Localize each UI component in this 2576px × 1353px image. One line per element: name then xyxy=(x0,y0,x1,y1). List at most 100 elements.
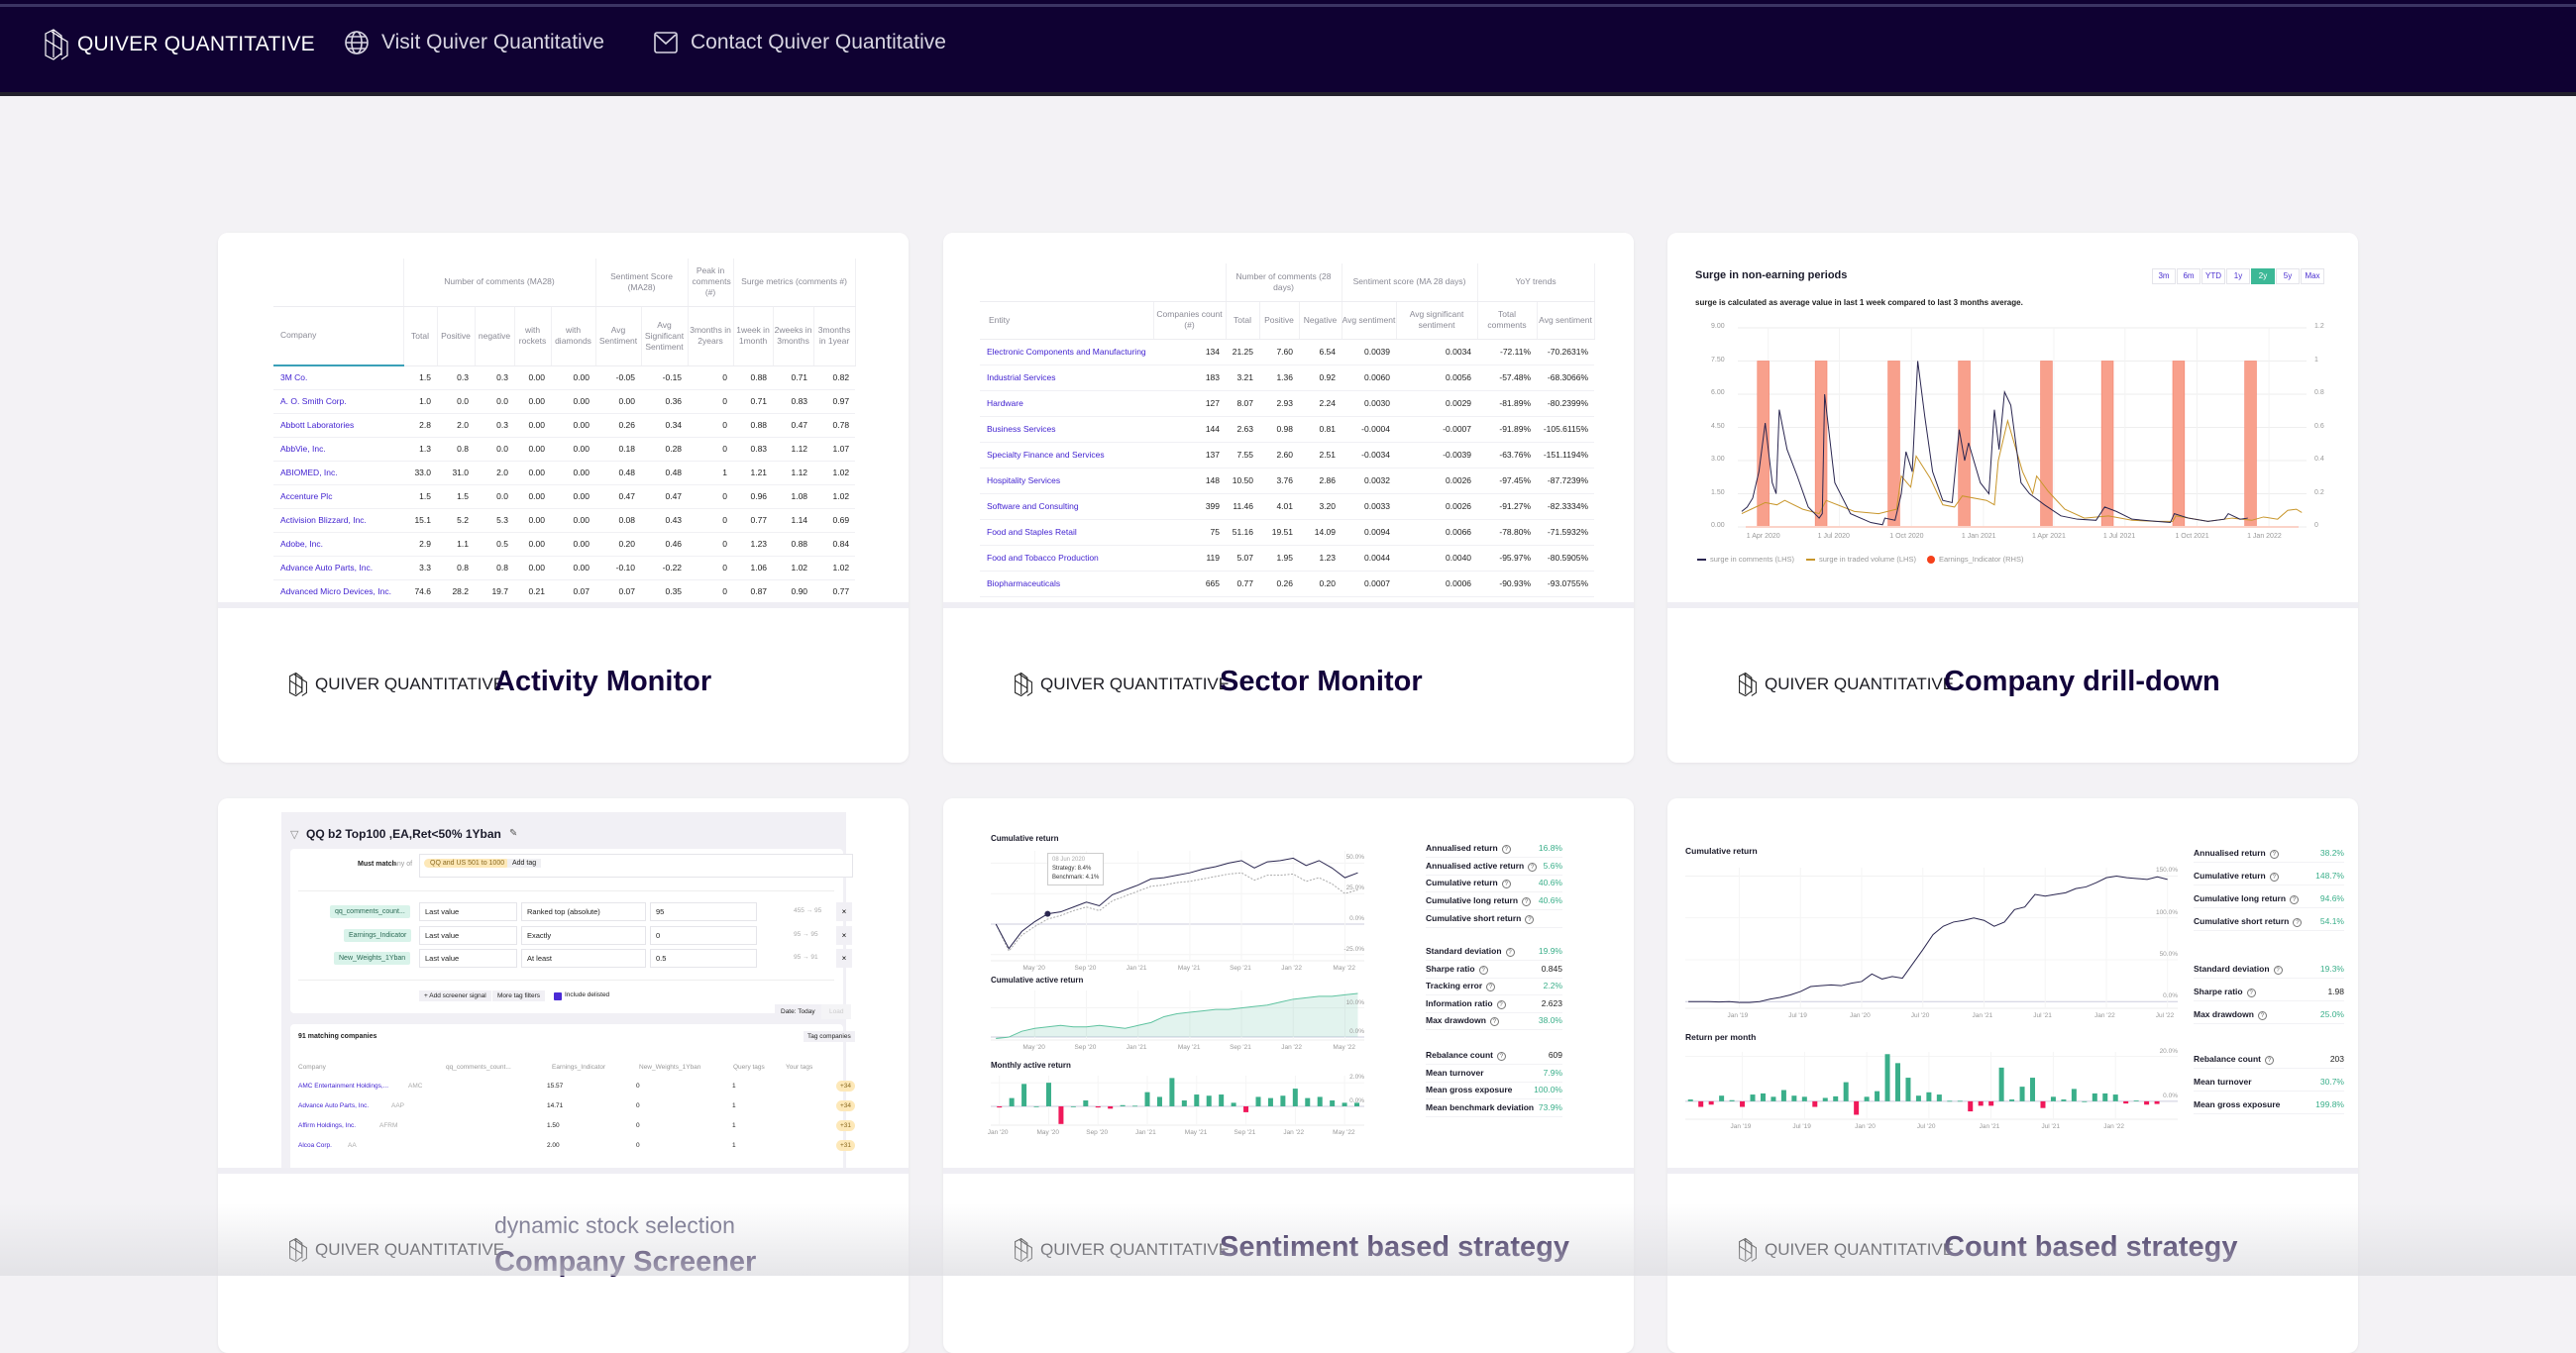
sector-link[interactable]: Hardware xyxy=(980,390,1153,417)
legend-item[interactable]: surge in comments (LHS) xyxy=(1697,555,1794,564)
sector-link[interactable]: Specialty Finance and Services xyxy=(980,442,1153,468)
card-title[interactable]: Company drill-down xyxy=(1944,666,2220,697)
company-link[interactable]: ABIOMED, Inc. xyxy=(273,461,403,485)
column-header[interactable]: Avg Sentiment xyxy=(595,306,642,366)
sector-link[interactable]: Business Services xyxy=(980,416,1153,443)
help-icon[interactable]: ? xyxy=(1489,1017,1499,1026)
help-icon[interactable]: ? xyxy=(2257,1011,2267,1020)
add-screener-signal-button[interactable]: + Add screener signal xyxy=(419,990,491,1001)
company-link[interactable]: Advance Auto Parts, Inc. xyxy=(273,556,403,580)
column-header[interactable]: Avg Significant Sentiment xyxy=(641,306,689,366)
column-header[interactable]: Company xyxy=(298,1064,326,1071)
company-link[interactable]: Adobe, Inc. xyxy=(273,532,403,557)
sector-link[interactable]: Consumer Vehicles and Parts xyxy=(980,596,1153,602)
range-button-max[interactable]: Max xyxy=(2301,268,2324,284)
card-title[interactable]: Sector Monitor xyxy=(1220,666,1423,697)
remove-signal-button[interactable]: × xyxy=(836,902,852,921)
help-icon[interactable]: ? xyxy=(1501,880,1511,888)
column-header[interactable]: Negative xyxy=(1299,301,1342,340)
range-button-2y[interactable]: 2y xyxy=(2251,268,2275,284)
company-link[interactable]: Accenture Plc xyxy=(273,484,403,509)
operator-select[interactable]: At least xyxy=(521,949,646,968)
column-header[interactable]: Avg significant sentiment xyxy=(1396,301,1478,340)
your-tags-badge[interactable]: +31 xyxy=(836,1120,856,1131)
help-icon[interactable]: ? xyxy=(2293,918,2303,927)
company-link[interactable]: Advanced Micro Devices, Inc. xyxy=(273,579,403,602)
column-header[interactable]: New_Weights_1Yban xyxy=(639,1064,701,1071)
company-link[interactable]: A. O. Smith Corp. xyxy=(273,389,403,414)
column-header[interactable]: with rockets xyxy=(514,306,552,366)
column-header[interactable]: Positive xyxy=(1259,301,1300,340)
your-tags-badge[interactable]: +34 xyxy=(836,1081,856,1092)
remove-signal-button[interactable]: × xyxy=(836,925,852,945)
column-header[interactable]: Entity xyxy=(980,301,1154,340)
range-button-1y[interactable]: 1y xyxy=(2226,268,2250,284)
edit-icon[interactable]: ✎ xyxy=(509,828,518,839)
range-button-6m[interactable]: 6m xyxy=(2177,268,2200,284)
legend-item[interactable]: surge in traded volume (LHS) xyxy=(1806,555,1916,564)
sector-link[interactable]: Industrial Services xyxy=(980,364,1153,391)
column-header[interactable]: 2weeks in 3months xyxy=(773,306,814,366)
include-delisted-checkbox[interactable] xyxy=(554,992,562,1000)
column-header[interactable]: Total xyxy=(403,306,438,366)
range-button-3m[interactable]: 3m xyxy=(2152,268,2176,284)
column-header[interactable]: Total comments xyxy=(1477,301,1538,340)
contact-quiver-link[interactable]: Contact Quiver Quantitative xyxy=(653,30,946,55)
sector-link[interactable]: Software and Consulting xyxy=(980,493,1153,520)
column-header[interactable]: 3months in 2years xyxy=(688,306,734,366)
tag-chip[interactable]: QQ and US 501 to 1000 xyxy=(424,859,511,868)
column-header[interactable]: with diamonds xyxy=(551,306,596,366)
help-icon[interactable]: ? xyxy=(2290,895,2300,904)
column-header[interactable]: Avg sentiment xyxy=(1537,301,1595,340)
help-icon[interactable]: ? xyxy=(1505,948,1515,957)
help-icon[interactable]: ? xyxy=(1528,863,1538,872)
more-tag-filters-button[interactable]: More tag filters xyxy=(492,990,545,1001)
aggregation-select[interactable]: Last value xyxy=(419,925,517,945)
company-drill-down-card[interactable]: Surge in non-earning periods 3m 6m YTD 1y 2y 5… xyxy=(1667,233,2358,763)
column-header[interactable]: 1week in 1month xyxy=(733,306,774,366)
sector-monitor-card[interactable]: Number of comments (28 days) Sentiment sc… xyxy=(943,233,1634,763)
company-link[interactable]: AMC Entertainment Holdings,... xyxy=(298,1083,389,1090)
column-header[interactable]: qq_comments_count... xyxy=(446,1064,511,1071)
sector-link[interactable]: Biopharmaceuticals xyxy=(980,571,1153,597)
column-header[interactable]: Your tags xyxy=(786,1064,813,1071)
aggregation-select[interactable]: Last value xyxy=(419,949,517,968)
operator-select[interactable]: Ranked top (absolute) xyxy=(521,902,646,921)
help-icon[interactable]: ? xyxy=(1525,915,1535,924)
card-title[interactable]: Activity Monitor xyxy=(494,666,712,697)
help-icon[interactable]: ? xyxy=(2246,989,2256,997)
column-header[interactable]: Avg sentiment xyxy=(1342,301,1397,340)
your-tags-badge[interactable]: +31 xyxy=(836,1140,856,1151)
help-icon[interactable]: ? xyxy=(1478,966,1488,975)
help-icon[interactable]: ? xyxy=(2269,873,2279,882)
signal-value-input[interactable]: 0.5 xyxy=(650,949,757,968)
company-link[interactable]: Activision Blizzard, Inc. xyxy=(273,508,403,533)
company-link[interactable]: Abbott Laboratories xyxy=(273,413,403,438)
help-icon[interactable]: ? xyxy=(2273,966,2283,975)
range-button-ytd[interactable]: YTD xyxy=(2201,268,2225,284)
activity-monitor-card[interactable]: Number of comments (MA28) Sentiment Score… xyxy=(218,233,909,763)
column-header[interactable]: Company xyxy=(273,306,404,366)
help-icon[interactable]: ? xyxy=(1486,983,1496,991)
help-icon[interactable]: ? xyxy=(1501,845,1511,854)
date-button[interactable]: Date: Today xyxy=(775,1004,821,1019)
aggregation-select[interactable]: Last value xyxy=(419,902,517,921)
your-tags-badge[interactable]: +34 xyxy=(836,1100,856,1111)
help-icon[interactable]: ? xyxy=(1497,1052,1507,1061)
column-header[interactable]: negative xyxy=(475,306,515,366)
quiver-logo[interactable]: QUIVER QUANTITATIVE xyxy=(40,28,315,61)
column-header[interactable]: Earnings_Indicator xyxy=(552,1064,606,1071)
visit-quiver-link[interactable]: Visit Quiver Quantitative xyxy=(344,30,604,55)
legend-item[interactable]: Earnings_Indicator (RHS) xyxy=(1927,555,2023,564)
column-header[interactable]: Companies count (#) xyxy=(1153,301,1227,340)
help-icon[interactable]: ? xyxy=(2265,1056,2275,1065)
remove-signal-button[interactable]: × xyxy=(836,949,852,968)
operator-select[interactable]: Exactly xyxy=(521,925,646,945)
help-icon[interactable]: ? xyxy=(2269,850,2279,859)
signal-value-input[interactable]: 0 xyxy=(650,925,757,945)
help-icon[interactable]: ? xyxy=(1522,897,1532,906)
sector-link[interactable]: Food and Staples Retail xyxy=(980,519,1153,546)
range-button-5y[interactable]: 5y xyxy=(2276,268,2300,284)
company-link[interactable]: Alcoa Corp. xyxy=(298,1142,332,1149)
load-button[interactable]: Load xyxy=(821,1004,852,1019)
